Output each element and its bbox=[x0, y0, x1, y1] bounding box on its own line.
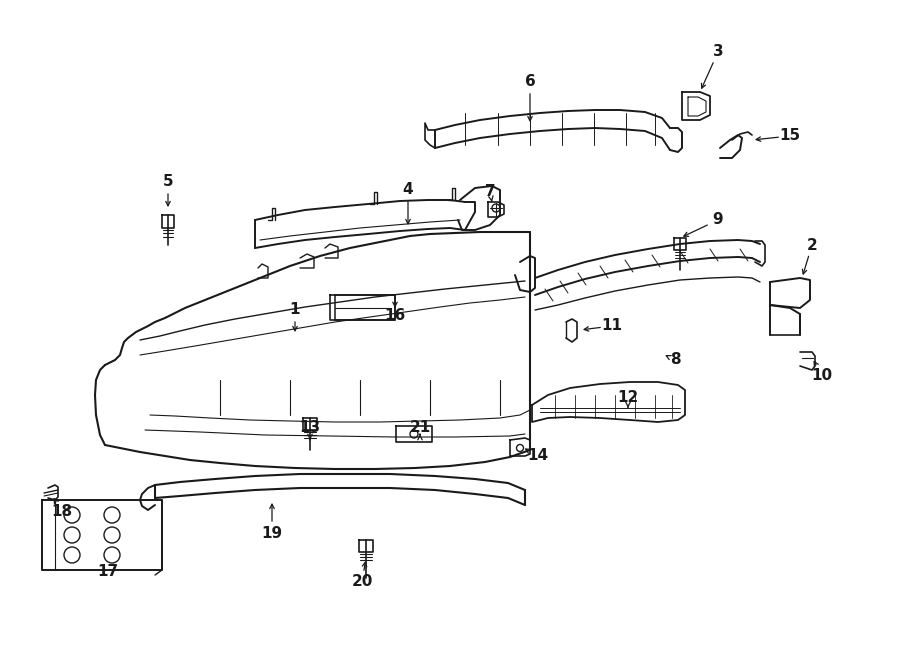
Text: 8: 8 bbox=[670, 352, 680, 368]
Text: 10: 10 bbox=[812, 368, 833, 383]
Text: 15: 15 bbox=[779, 128, 801, 143]
Text: 11: 11 bbox=[601, 319, 623, 334]
Text: 21: 21 bbox=[410, 420, 430, 436]
Text: 12: 12 bbox=[617, 391, 639, 405]
Text: 1: 1 bbox=[290, 303, 301, 317]
Text: 20: 20 bbox=[351, 574, 373, 590]
Text: 2: 2 bbox=[806, 237, 817, 253]
Text: 4: 4 bbox=[402, 182, 413, 198]
Text: 13: 13 bbox=[300, 420, 320, 436]
Text: 18: 18 bbox=[51, 504, 73, 520]
Text: 17: 17 bbox=[97, 564, 119, 580]
Text: 14: 14 bbox=[527, 449, 549, 463]
Text: 9: 9 bbox=[713, 212, 724, 227]
Text: 6: 6 bbox=[525, 75, 535, 89]
Text: 3: 3 bbox=[713, 44, 724, 59]
Text: 5: 5 bbox=[163, 175, 174, 190]
Text: 7: 7 bbox=[485, 184, 495, 200]
Text: 16: 16 bbox=[384, 309, 406, 323]
Text: 19: 19 bbox=[261, 525, 283, 541]
